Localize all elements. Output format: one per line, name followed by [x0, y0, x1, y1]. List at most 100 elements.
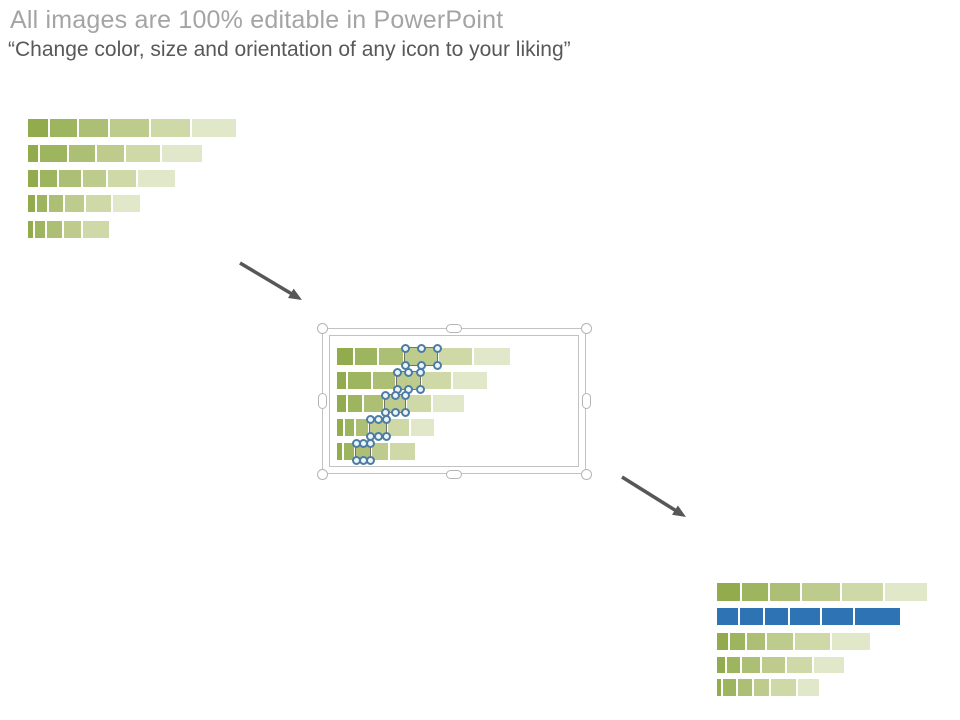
bar-segment[interactable]: [37, 195, 47, 212]
bar-segment[interactable]: [79, 119, 108, 137]
bar-segment[interactable]: [28, 119, 48, 137]
bar-segment[interactable]: [474, 348, 510, 365]
bar-segment[interactable]: [192, 119, 236, 137]
bar-segment[interactable]: [40, 170, 57, 187]
bar-segment-blue[interactable]: [822, 608, 853, 625]
bar-segment[interactable]: [28, 221, 33, 238]
bar-segment-selected[interactable]: [355, 442, 371, 461]
bar-segment[interactable]: [28, 195, 35, 212]
bar-segment[interactable]: [40, 145, 67, 162]
segment-resize-handle[interactable]: [415, 384, 425, 394]
bar-segment[interactable]: [767, 633, 793, 650]
bar-segment-selected[interactable]: [404, 347, 438, 366]
resize-handle-left[interactable]: [317, 393, 327, 409]
segment-resize-handle[interactable]: [358, 438, 368, 448]
bar-segment[interactable]: [355, 348, 377, 365]
bar-segment[interactable]: [390, 443, 415, 460]
bar-segment[interactable]: [348, 395, 362, 412]
bar-segment[interactable]: [439, 348, 472, 365]
bar-segment[interactable]: [35, 221, 45, 238]
resize-handle-top[interactable]: [446, 323, 462, 333]
bar-segment[interactable]: [65, 195, 84, 212]
bar-segment-blue[interactable]: [790, 608, 820, 625]
bar-segment[interactable]: [108, 170, 136, 187]
bar-segment[interactable]: [411, 419, 434, 436]
resize-handle-bottom-right[interactable]: [580, 468, 592, 480]
segment-resize-handle[interactable]: [381, 431, 391, 441]
bar-segment[interactable]: [372, 443, 388, 460]
bar-segment[interactable]: [344, 443, 354, 460]
bar-segment[interactable]: [47, 221, 62, 238]
bar-segment[interactable]: [798, 679, 819, 696]
bar-segment[interactable]: [126, 145, 160, 162]
segment-resize-handle[interactable]: [432, 360, 442, 370]
resize-handle-top-right[interactable]: [580, 322, 592, 334]
bar-segment[interactable]: [742, 583, 768, 601]
bar-segment[interactable]: [113, 195, 140, 212]
bar-segment[interactable]: [83, 170, 106, 187]
bar-segment[interactable]: [373, 372, 395, 389]
bar-segment[interactable]: [348, 372, 371, 389]
bar-segment[interactable]: [771, 679, 796, 696]
bar-segment[interactable]: [770, 583, 800, 601]
segment-resize-handle[interactable]: [432, 343, 442, 353]
bar-segment[interactable]: [407, 395, 431, 412]
bar-segment[interactable]: [49, 195, 63, 212]
resize-handle-bottom-left[interactable]: [316, 468, 328, 480]
segment-resize-handle[interactable]: [415, 367, 425, 377]
bar-segment[interactable]: [802, 583, 840, 601]
bar-segment[interactable]: [337, 395, 346, 412]
segment-resize-handle[interactable]: [400, 390, 410, 400]
bar-segment-selected[interactable]: [369, 418, 387, 437]
bar-segment[interactable]: [337, 348, 353, 365]
bar-segment-blue[interactable]: [740, 608, 763, 625]
bar-segment[interactable]: [727, 657, 740, 673]
bar-segment[interactable]: [337, 419, 343, 436]
bar-segment[interactable]: [747, 633, 765, 650]
bar-segment[interactable]: [151, 119, 190, 137]
bar-segment[interactable]: [723, 679, 736, 696]
bar-segment[interactable]: [64, 221, 81, 238]
bar-segment-blue[interactable]: [765, 608, 788, 625]
bar-segment-blue[interactable]: [717, 608, 738, 625]
segment-resize-handle[interactable]: [390, 390, 400, 400]
bar-segment[interactable]: [97, 145, 124, 162]
segment-resize-handle[interactable]: [400, 343, 410, 353]
bar-segment[interactable]: [422, 372, 451, 389]
bar-segment[interactable]: [453, 372, 487, 389]
segment-resize-handle[interactable]: [381, 414, 391, 424]
bar-segment[interactable]: [717, 633, 728, 650]
bar-segment[interactable]: [885, 583, 927, 601]
bar-segment[interactable]: [433, 395, 464, 412]
bar-segment[interactable]: [50, 119, 77, 137]
bar-segment[interactable]: [717, 679, 721, 696]
bar-segment[interactable]: [717, 657, 725, 673]
bar-segment[interactable]: [69, 145, 95, 162]
bar-segment[interactable]: [356, 419, 368, 436]
resize-handle-top-left[interactable]: [316, 322, 328, 334]
segment-resize-handle[interactable]: [392, 367, 402, 377]
bar-segment[interactable]: [717, 583, 740, 601]
bar-segment-selected[interactable]: [384, 394, 406, 413]
bar-segment[interactable]: [832, 633, 870, 650]
segment-resize-handle[interactable]: [416, 343, 426, 353]
bar-segment[interactable]: [738, 679, 752, 696]
bar-segment[interactable]: [162, 145, 202, 162]
bar-segment[interactable]: [730, 633, 745, 650]
bar-segment[interactable]: [814, 657, 844, 673]
bar-segment[interactable]: [742, 657, 760, 673]
segment-resize-handle[interactable]: [404, 367, 413, 377]
bar-segment[interactable]: [842, 583, 883, 601]
segment-resize-handle[interactable]: [358, 455, 368, 465]
bar-segment[interactable]: [337, 443, 342, 460]
bar-segment[interactable]: [28, 170, 38, 187]
bar-segment[interactable]: [795, 633, 830, 650]
bar-segment-selected[interactable]: [396, 371, 421, 390]
resize-handle-right[interactable]: [581, 393, 591, 409]
bar-segment[interactable]: [337, 372, 346, 389]
segment-resize-handle[interactable]: [390, 407, 400, 417]
bar-segment[interactable]: [388, 419, 409, 436]
segment-resize-handle[interactable]: [373, 414, 383, 424]
bar-segment[interactable]: [762, 657, 785, 673]
resize-handle-bottom[interactable]: [446, 469, 462, 479]
